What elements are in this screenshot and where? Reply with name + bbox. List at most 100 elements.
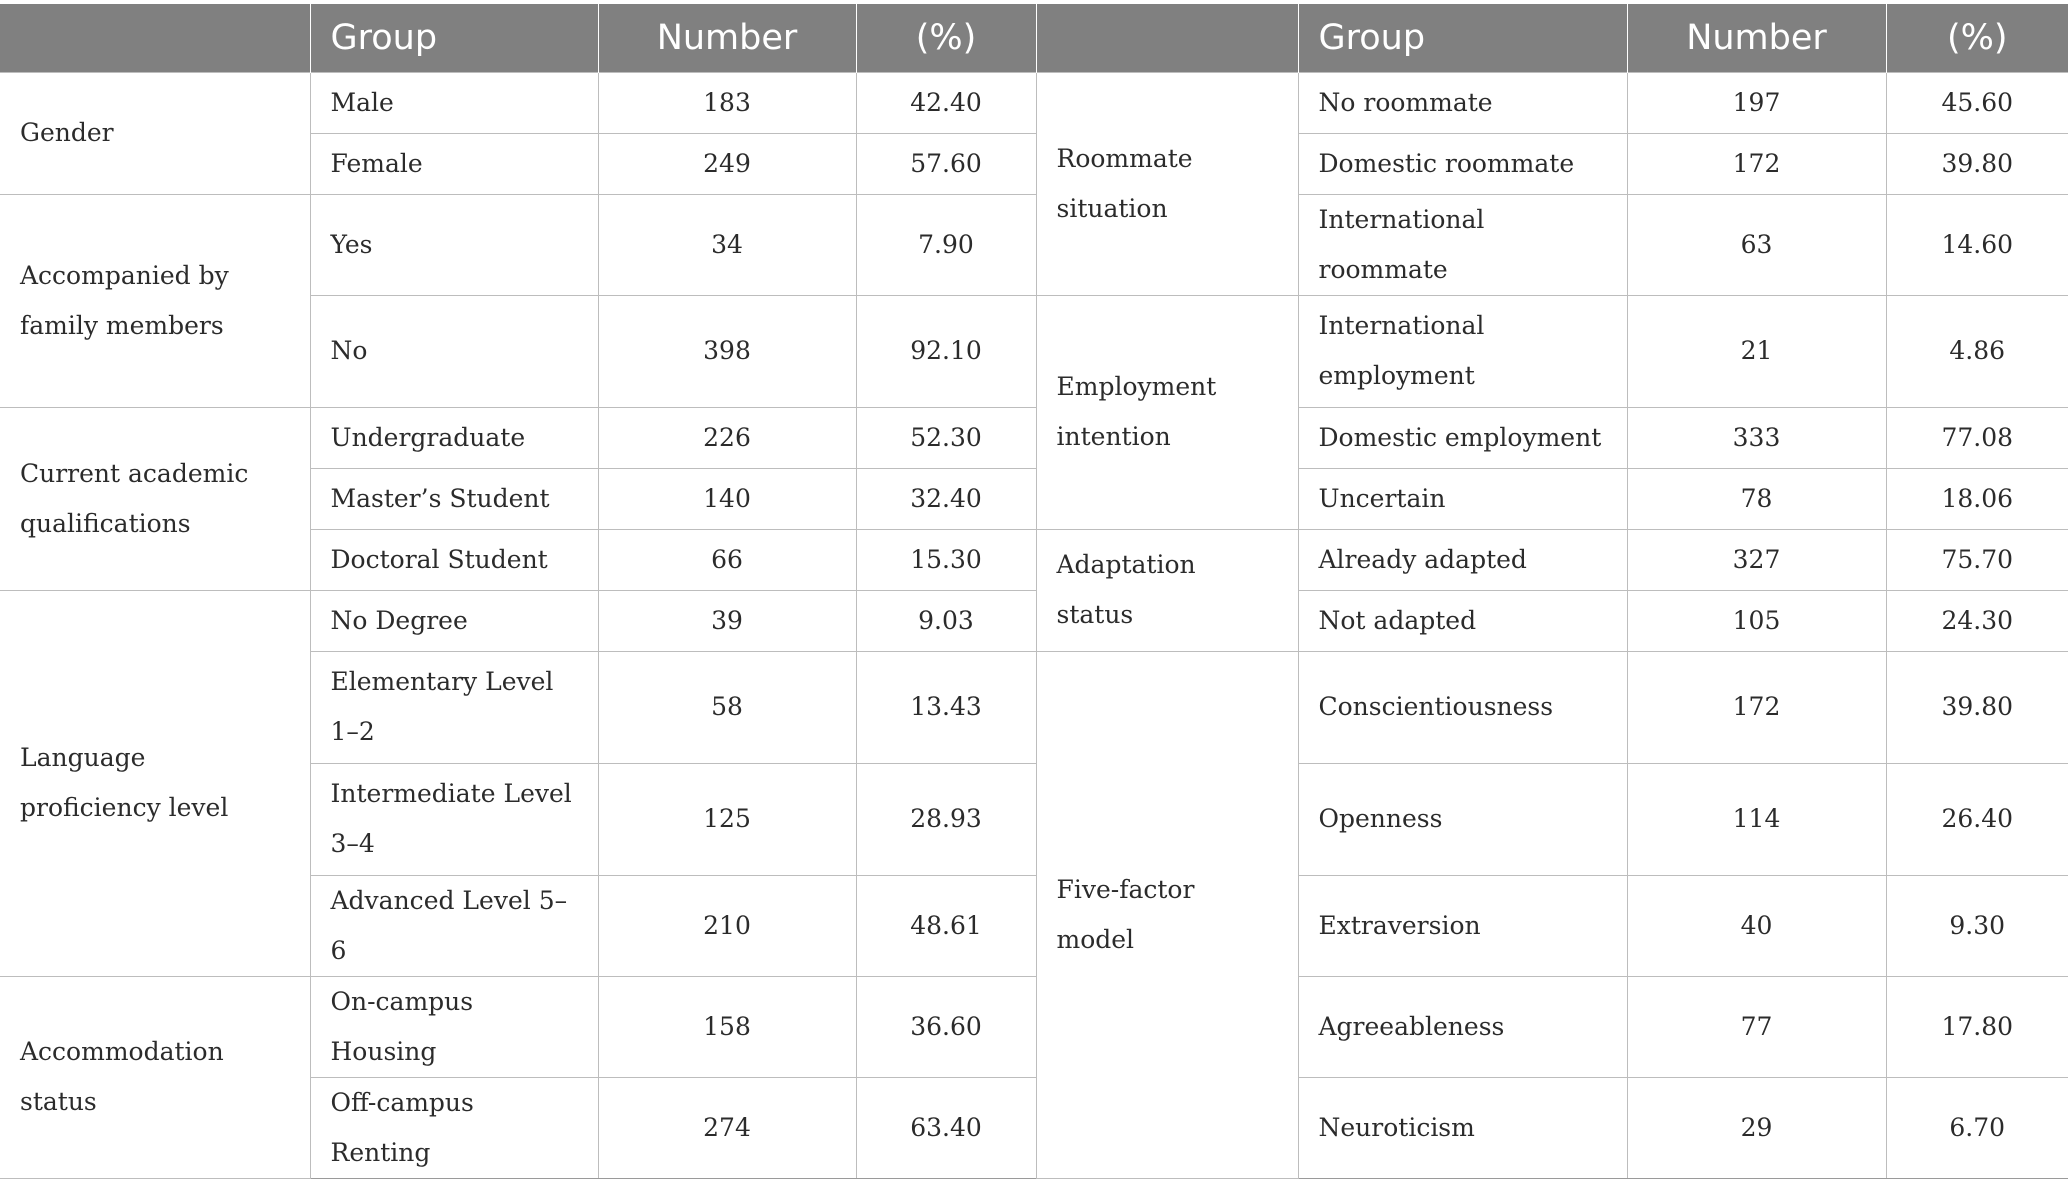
- table-row: Advanced Level 5–6 210 48.61 Extraversio…: [0, 874, 2068, 977]
- percent-cell: 48.61: [855, 874, 1037, 977]
- group-cell: Conscientiousness: [1297, 650, 1628, 764]
- group-cell: Uncertain: [1297, 467, 1628, 530]
- percent-cell: 39.80: [1885, 650, 2068, 764]
- group-cell: Intermediate Level 3–4: [309, 762, 599, 876]
- percent-cell: 52.30: [855, 406, 1037, 469]
- number-cell: 274: [597, 1076, 857, 1179]
- percent-cell: 7.90: [855, 193, 1037, 296]
- category-language: Language proficiency level: [0, 589, 311, 977]
- category-employment-intention: Employment intention: [1035, 294, 1299, 530]
- group-cell: No Degree: [309, 589, 599, 652]
- group-cell: Doctoral Student: [309, 528, 599, 591]
- group-cell: International employment: [1297, 294, 1628, 408]
- table-row: Master’s Student 140 32.40 Uncertain 78 …: [0, 467, 2068, 530]
- group-cell: Master’s Student: [309, 467, 599, 530]
- percent-cell: 4.86: [1885, 294, 2068, 408]
- number-cell: 172: [1626, 650, 1887, 764]
- group-cell: Agreeableness: [1297, 975, 1628, 1078]
- percent-cell: 17.80: [1885, 975, 2068, 1078]
- header-right-category: [1035, 4, 1298, 72]
- number-cell: 66: [597, 528, 857, 591]
- number-cell: 210: [597, 874, 857, 977]
- number-cell: 21: [1626, 294, 1887, 408]
- table-row: Language proficiency level No Degree 39 …: [0, 589, 2068, 977]
- number-cell: 183: [597, 71, 857, 134]
- category-gender: Gender: [0, 71, 311, 195]
- header-left-number: Number: [597, 4, 856, 72]
- header-row: Group Number (%) Group Number (%): [0, 4, 2068, 72]
- number-cell: 39: [597, 589, 857, 652]
- group-cell: Undergraduate: [309, 406, 599, 469]
- number-cell: 226: [597, 406, 857, 469]
- group-cell: Elementary Level 1–2: [309, 650, 599, 764]
- group-cell: Advanced Level 5–6: [309, 874, 599, 977]
- percent-cell: 28.93: [855, 762, 1037, 876]
- number-cell: 125: [597, 762, 857, 876]
- percent-cell: 36.60: [855, 975, 1037, 1078]
- percent-cell: 24.30: [1885, 589, 2068, 652]
- number-cell: 34: [597, 193, 857, 296]
- percent-cell: 9.03: [855, 589, 1037, 652]
- number-cell: 63: [1626, 193, 1887, 296]
- table-row: Gender Male 183 42.40 Roommate situation…: [0, 71, 2068, 296]
- header-left-percent: (%): [855, 4, 1036, 72]
- number-cell: 77: [1626, 975, 1887, 1078]
- number-cell: 29: [1626, 1076, 1887, 1179]
- header-right-group: Group: [1297, 4, 1627, 72]
- group-cell: Already adapted: [1297, 528, 1628, 591]
- demographics-table: Group Number (%) Group Number (%) Gender…: [0, 4, 2068, 1179]
- percent-cell: 14.60: [1885, 193, 2068, 296]
- percent-cell: 45.60: [1885, 71, 2068, 134]
- table-row: Current academic qualifications Undergra…: [0, 406, 2068, 591]
- table-row: Elementary Level 1–2 58 13.43 Five-facto…: [0, 650, 2068, 1179]
- number-cell: 249: [597, 132, 857, 195]
- percent-cell: 39.80: [1885, 132, 2068, 195]
- header-left-group: Group: [309, 4, 598, 72]
- category-five-factor-model: Five-factor model: [1035, 650, 1299, 1179]
- category-family: Accompanied by family members: [0, 193, 311, 408]
- table-row: No 398 92.10 Employment intention Intern…: [0, 294, 2068, 530]
- group-cell: Yes: [309, 193, 599, 296]
- category-roommate-situation: Roommate situation: [1035, 71, 1299, 296]
- percent-cell: 77.08: [1885, 406, 2068, 469]
- percent-cell: 9.30: [1885, 874, 2068, 977]
- number-cell: 158: [597, 975, 857, 1078]
- category-adaptation-status: Adaptation status: [1035, 528, 1299, 652]
- group-cell: No roommate: [1297, 71, 1628, 134]
- percent-cell: 13.43: [855, 650, 1037, 764]
- number-cell: 78: [1626, 467, 1887, 530]
- number-cell: 40: [1626, 874, 1887, 977]
- table-row: Doctoral Student 66 15.30 Adaptation sta…: [0, 528, 2068, 652]
- group-cell: Extraversion: [1297, 874, 1628, 977]
- table-row: Accommodation status On-campus Housing 1…: [0, 975, 2068, 1179]
- table-row: Off-campus Renting 274 63.40 Neuroticism…: [0, 1076, 2068, 1179]
- header-right-number: Number: [1626, 4, 1886, 72]
- group-cell: No: [309, 294, 599, 408]
- number-cell: 172: [1626, 132, 1887, 195]
- number-cell: 105: [1626, 589, 1887, 652]
- group-cell: Not adapted: [1297, 589, 1628, 652]
- group-cell: Openness: [1297, 762, 1628, 876]
- number-cell: 197: [1626, 71, 1887, 134]
- category-academic: Current academic qualifications: [0, 406, 311, 591]
- percent-cell: 42.40: [855, 71, 1037, 134]
- group-cell: Male: [309, 71, 599, 134]
- percent-cell: 57.60: [855, 132, 1037, 195]
- percent-cell: 6.70: [1885, 1076, 2068, 1179]
- percent-cell: 75.70: [1885, 528, 2068, 591]
- table-row: Intermediate Level 3–4 125 28.93 Opennes…: [0, 762, 2068, 876]
- group-cell: Female: [309, 132, 599, 195]
- group-cell: On-campus Housing: [309, 975, 599, 1078]
- group-cell: Neuroticism: [1297, 1076, 1628, 1179]
- number-cell: 58: [597, 650, 857, 764]
- percent-cell: 15.30: [855, 528, 1037, 591]
- table-row: Female 249 57.60 Domestic roommate 172 3…: [0, 132, 2068, 195]
- table-header: Group Number (%) Group Number (%): [0, 4, 2068, 72]
- percent-cell: 63.40: [855, 1076, 1037, 1179]
- header-left-category: [0, 4, 310, 72]
- group-cell: Off-campus Renting: [309, 1076, 599, 1179]
- demographics-table-container: Group Number (%) Group Number (%) Gender…: [0, 4, 2068, 1179]
- number-cell: 140: [597, 467, 857, 530]
- header-right-percent: (%): [1885, 4, 2068, 72]
- percent-cell: 32.40: [855, 467, 1037, 530]
